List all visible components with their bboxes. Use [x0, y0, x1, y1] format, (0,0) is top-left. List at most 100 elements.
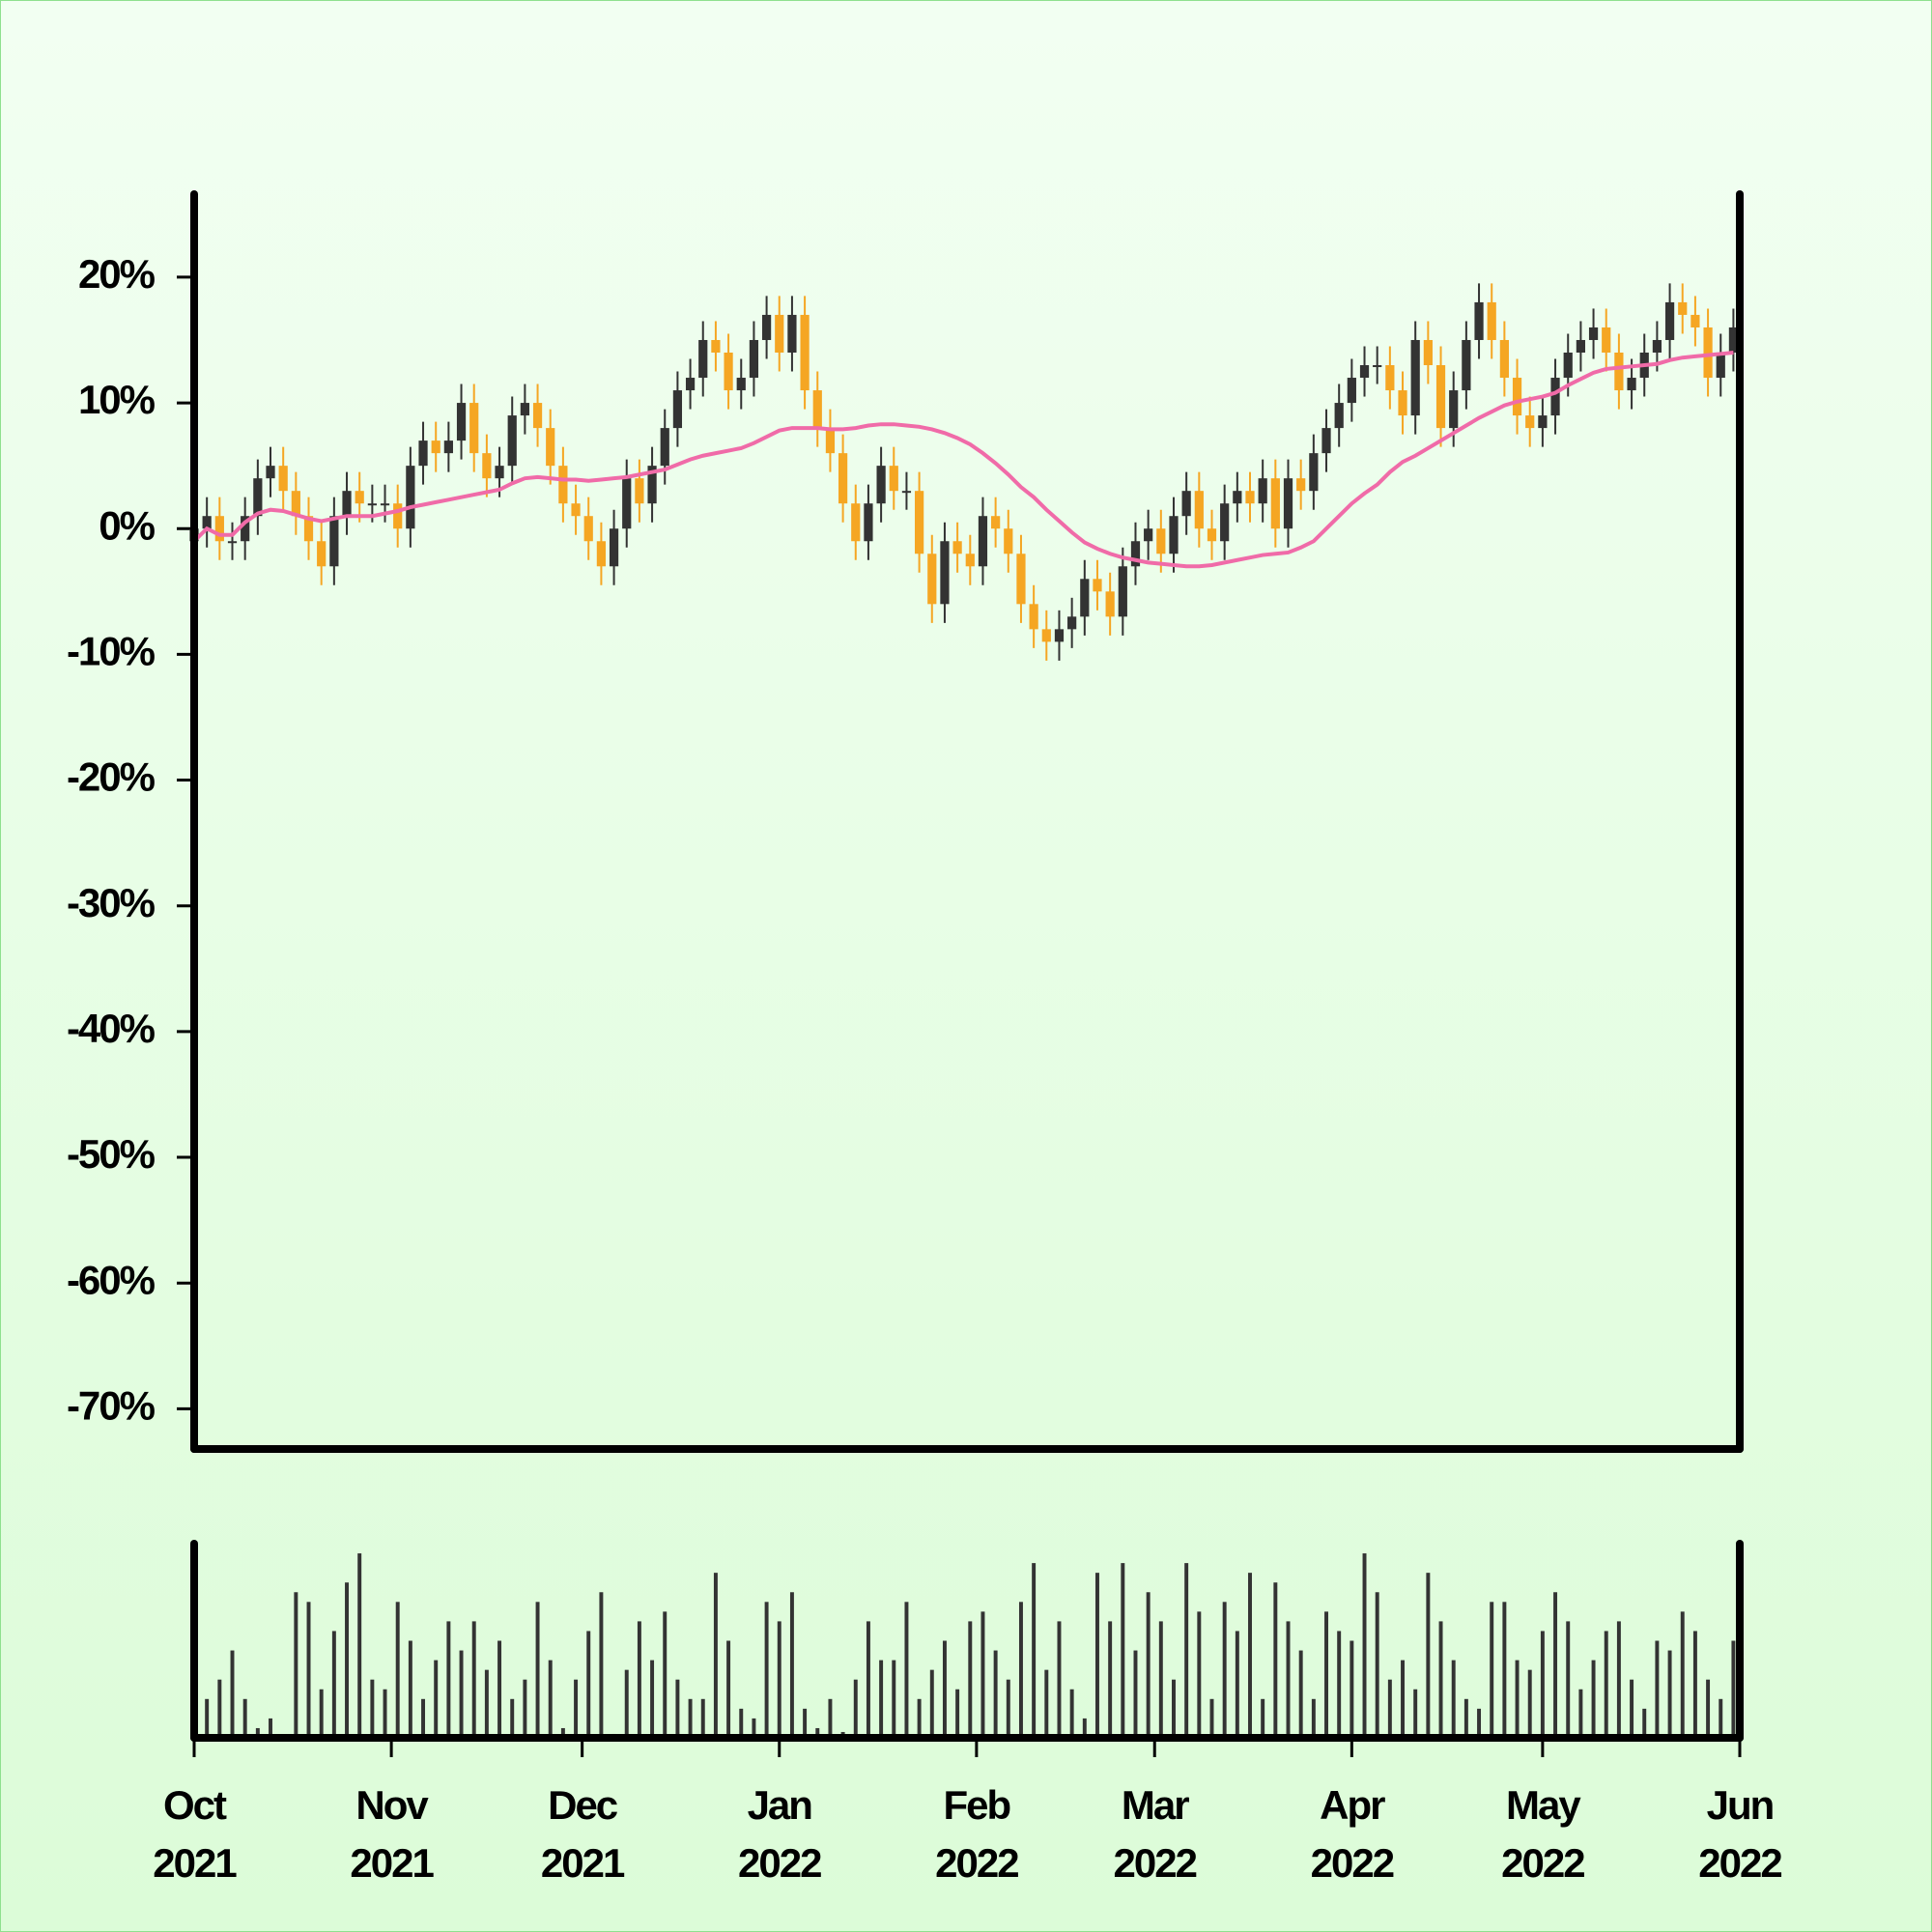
volume-bar: [599, 1592, 604, 1738]
candle-body: [775, 314, 784, 354]
candle-body: [1525, 415, 1535, 429]
candle-body: [965, 554, 975, 567]
candle-body: [952, 541, 962, 554]
volume-bar: [1133, 1650, 1138, 1738]
volume-bar: [1502, 1602, 1507, 1738]
candle-body: [1245, 491, 1255, 504]
candle-body: [876, 466, 886, 504]
candle-body: [1016, 554, 1026, 605]
volume-bar: [331, 1631, 336, 1738]
candle-body: [303, 516, 314, 542]
candle-body: [1334, 403, 1344, 429]
candle-body: [1220, 503, 1230, 542]
y-tick-label: -70%: [67, 1382, 156, 1428]
volume-bar: [1553, 1592, 1558, 1738]
candle-body: [596, 541, 607, 567]
candle-body: [1614, 353, 1624, 391]
volume-bar: [434, 1660, 439, 1738]
volume-bar: [446, 1621, 451, 1738]
candle-body: [355, 491, 364, 504]
volume-bar: [1630, 1679, 1634, 1738]
candle-body: [915, 491, 924, 554]
x-tick-label: Dec 2021: [540, 1782, 625, 1886]
candle-body: [1512, 378, 1522, 416]
volume-bar: [1235, 1631, 1239, 1738]
candle-body: [1093, 579, 1102, 592]
volume-bar: [1337, 1631, 1342, 1738]
volume-bar: [1401, 1660, 1406, 1738]
volume-bar: [1706, 1679, 1711, 1738]
volume-bar: [752, 1718, 756, 1738]
candle-body: [443, 440, 453, 454]
candle-body: [583, 516, 593, 542]
candle-body: [1169, 516, 1179, 554]
candle-body: [724, 353, 733, 391]
volume-bar: [560, 1727, 565, 1738]
candle-body: [469, 403, 479, 454]
volume-bar: [255, 1727, 260, 1738]
candle-body: [698, 339, 708, 379]
volume-bar: [1527, 1669, 1532, 1738]
x-tick-label: Oct 2021: [153, 1782, 237, 1886]
volume-bar: [815, 1727, 820, 1738]
volume-bar: [421, 1698, 426, 1738]
candle-body: [1029, 604, 1038, 630]
volume-bar: [675, 1679, 680, 1738]
candle-body: [1423, 339, 1433, 366]
candle-body: [317, 541, 327, 567]
volume-bar: [1667, 1650, 1672, 1738]
volume-bar: [1324, 1611, 1328, 1738]
volume-bar: [345, 1582, 349, 1738]
candle-body: [1474, 301, 1484, 340]
candle-body: [253, 478, 263, 517]
candle-body: [1118, 566, 1127, 617]
volume-bar: [1108, 1621, 1113, 1738]
candle-body: [291, 491, 300, 517]
candle-body: [1716, 353, 1725, 379]
candle-body: [1652, 339, 1662, 354]
candle-body: [1373, 365, 1382, 368]
volume-bar: [764, 1602, 769, 1738]
volume-bar: [574, 1679, 579, 1738]
candle-body: [1347, 378, 1356, 404]
candle-body: [749, 339, 759, 379]
candle-body: [1678, 301, 1688, 315]
volume-bar: [1209, 1698, 1214, 1738]
candle-body: [1156, 528, 1166, 554]
candle-body: [1130, 541, 1141, 567]
candle-body: [635, 478, 644, 504]
volume-bar: [1451, 1660, 1456, 1738]
candle-body: [1144, 528, 1153, 542]
candle-body: [672, 390, 683, 429]
candle-body: [1563, 353, 1573, 379]
candle-body: [456, 403, 467, 441]
volume-bar: [955, 1689, 960, 1738]
candle-body: [1054, 629, 1065, 642]
candle-body: [1385, 365, 1395, 391]
volume-bar: [523, 1679, 527, 1738]
volume-bar: [853, 1679, 858, 1738]
candle-body: [393, 503, 403, 529]
volume-bar: [624, 1669, 629, 1738]
candle-body: [1576, 339, 1585, 354]
volume-bar: [383, 1689, 387, 1738]
volume-bar: [1426, 1573, 1431, 1738]
volume-bar: [294, 1592, 298, 1738]
volume-bar: [1692, 1631, 1697, 1738]
candle-body: [864, 503, 873, 542]
volume-bar: [1261, 1698, 1265, 1738]
volume-bar: [789, 1592, 794, 1738]
y-tick-label: -30%: [67, 880, 156, 925]
volume-bar: [1286, 1621, 1291, 1738]
volume-bar: [1222, 1602, 1227, 1738]
volume-bar: [1719, 1698, 1723, 1738]
candle-body: [507, 415, 517, 467]
volume-bar: [1591, 1660, 1596, 1738]
volume-bar: [1082, 1718, 1087, 1738]
volume-bar: [1566, 1621, 1571, 1738]
candle-body: [1588, 327, 1599, 340]
candle-body: [609, 528, 619, 567]
volume-bar: [980, 1611, 985, 1738]
candle-body: [1181, 491, 1191, 517]
